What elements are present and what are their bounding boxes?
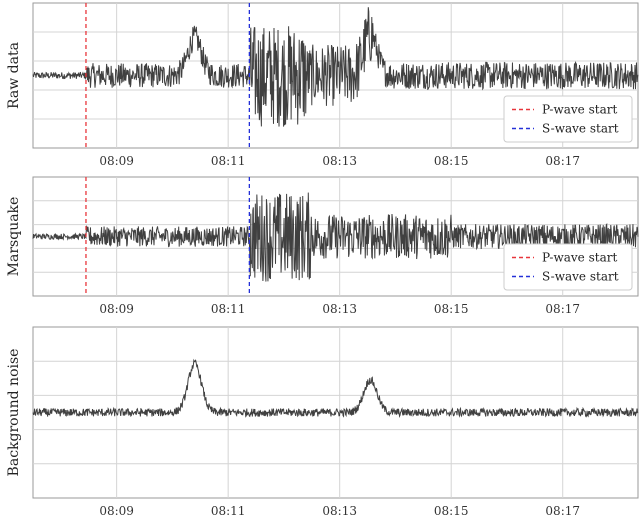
x-tick-label: 08:13 [322,504,357,518]
legend-box [503,243,633,291]
x-tick-label: 08:17 [545,504,580,518]
legend-entry: S-wave start [542,270,619,284]
legend-entry: P-wave start [542,103,617,117]
x-tick-label: 08:11 [211,504,246,518]
x-tick-label: 08:15 [434,504,469,518]
legend: P-wave start S-wave start [503,243,633,291]
x-tick-label: 08:13 [322,302,357,316]
x-tick-label: 08:17 [545,154,580,168]
panel-2: 08:09 08:11 08:13 08:15 08:17 Marsquake P-wave… [6,176,639,316]
panel-1: 08:09 08:11 08:13 08:15 08:17 Raw data P-wave … [6,2,639,168]
x-tick-label: 08:11 [211,154,246,168]
legend-box [503,95,633,143]
y-axis-label: Marsquake [6,197,22,277]
x-tick-label: 08:17 [545,302,580,316]
x-tick-label: 08:11 [211,302,246,316]
legend-entry: S-wave start [542,122,619,136]
panels-group: 08:09 08:11 08:13 08:15 08:17 Raw data P-wave … [6,2,639,518]
panel-3: 08:09 08:11 08:13 08:15 08:17 Background nois… [6,326,639,518]
x-tick-label: 08:15 [434,154,469,168]
x-tick-label: 08:09 [99,302,134,316]
x-tick-label: 08:09 [99,154,134,168]
x-tick-label: 08:13 [322,154,357,168]
waveform-trace [32,7,639,127]
y-axis-label: Raw data [6,42,22,109]
legend-entry: P-wave start [542,251,617,265]
y-axis-label: Background noise [6,349,22,477]
x-tick-label: 08:15 [434,302,469,316]
legend: P-wave start S-wave start [503,95,633,143]
x-tick-label: 08:09 [99,504,134,518]
waveform-trace [32,358,639,419]
